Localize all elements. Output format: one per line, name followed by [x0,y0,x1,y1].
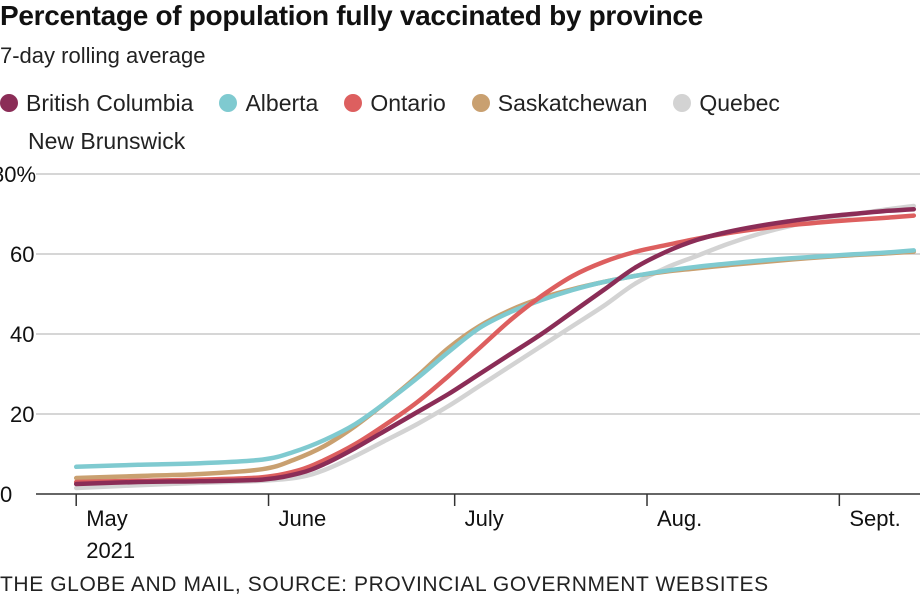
legend-label-quebec: Quebec [699,89,780,116]
tick-labels: 0 20 40 60 80% May 2021 June July Aug. Sept. [0,162,901,563]
series-line-ontario [73,213,917,485]
legend-dot-saskatchewan [471,94,490,112]
source-note: THE GLOBE AND MAIL, SOURCE: PROVINCIAL G… [0,573,769,596]
y-tick-label: 80% [0,162,36,187]
legend-label-saskatchewan: Saskatchewan [497,89,648,116]
y-tick-label: 20 [10,402,34,427]
series-line-quebec [73,203,917,491]
x-tick-label: May [86,506,128,531]
series-line-alberta [73,248,917,470]
legend-label-alberta: Alberta [245,89,319,116]
legend-label-new-brunswick: New Brunswick [28,127,186,154]
chart-subtitle: 7-day rolling average [0,43,206,68]
y-tick-label: 40 [10,322,34,347]
y-tick-label: 60 [10,242,34,267]
legend-dot-british-columbia [0,94,18,112]
legend-dot-quebec [673,94,692,112]
legend-item-british-columbia: British Columbia [0,84,193,122]
legend-item-saskatchewan: Saskatchewan [471,84,648,122]
legend-item-ontario: Ontario [344,84,446,122]
legend-dot-ontario [344,94,363,112]
x-tick-label: June [279,506,327,531]
legend: British Columbia Alberta Ontario Saskatchew… [0,84,900,160]
chart-title: Percentage of population fully vaccinate… [0,0,703,31]
legend-label-british-columbia: British Columbia [26,89,194,116]
line-chart: 0 20 40 60 80% May 2021 June July Aug. Sept. [0,162,920,563]
legend-item-quebec: Quebec [673,84,780,122]
x-axis [75,494,841,506]
series-lines [73,203,917,491]
legend-label-ontario: Ontario [370,89,446,116]
gridlines [36,173,920,495]
legend-item-new-brunswick: New Brunswick [28,122,185,160]
x-tick-label: Aug. [657,506,702,531]
x-tick-label: Sept. [849,506,900,531]
series-line-british-columbia [73,206,917,487]
y-tick-label: 0 [0,482,12,507]
x-tick-label: July [465,506,504,531]
x-tick-year-label: 2021 [86,538,135,563]
legend-item-alberta: Alberta [219,84,318,122]
legend-dot-alberta [219,94,238,112]
